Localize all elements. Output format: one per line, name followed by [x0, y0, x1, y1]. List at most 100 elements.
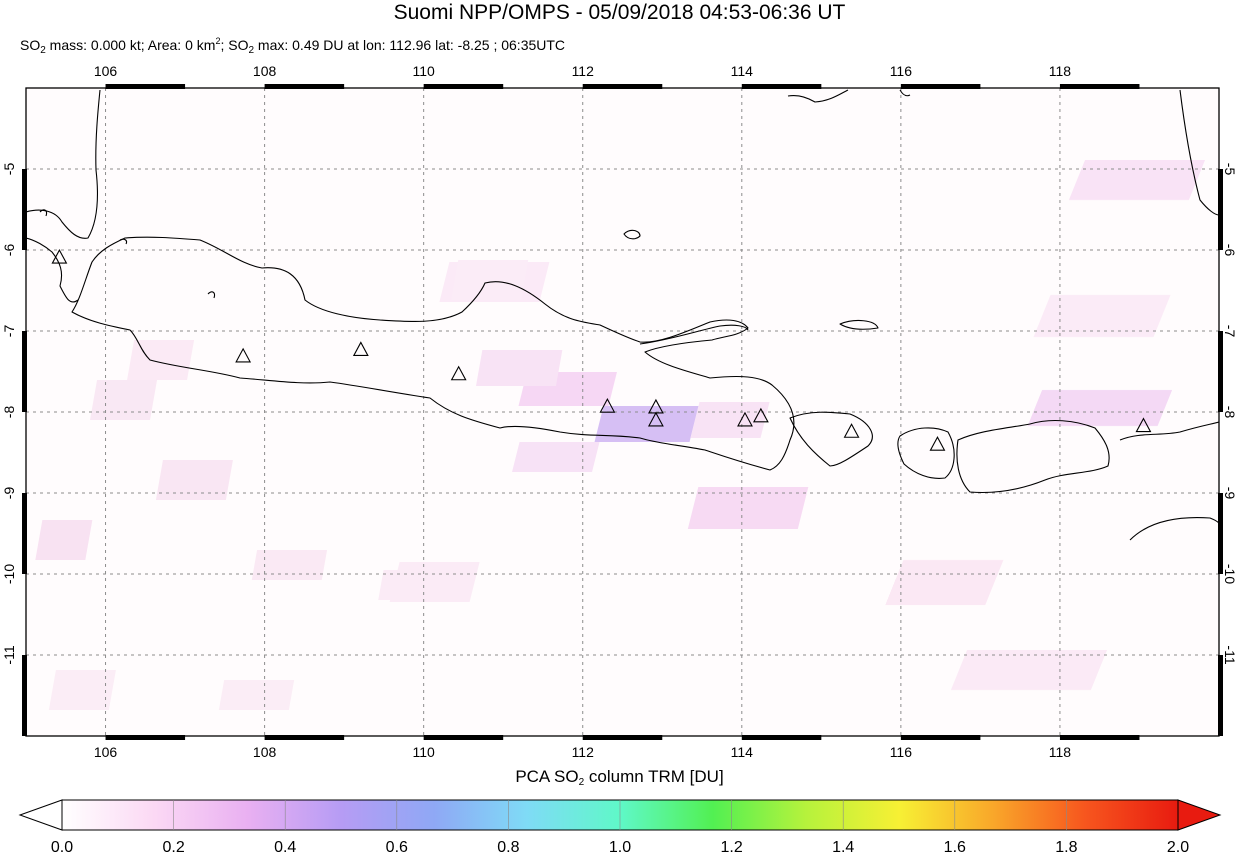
- lat-tick-label-right: -9: [1222, 487, 1238, 500]
- lat-tick-label-left: -10: [1, 564, 17, 584]
- colorbar-tick-label: 0.8: [497, 839, 519, 855]
- lon-tick-label-top: 110: [413, 63, 436, 79]
- lat-tick-label-right: -10: [1222, 564, 1238, 584]
- frame-bar-bottom: [900, 735, 981, 740]
- frame-bar-right: [1218, 331, 1223, 412]
- colorbar-tick-label: 1.8: [1055, 839, 1077, 855]
- colorbar-tick-label: 0.0: [51, 839, 73, 855]
- lon-tick-label-bottom: 110: [413, 744, 436, 760]
- so2-east-cells: [885, 160, 1206, 690]
- lon-tick-label-top: 106: [94, 63, 118, 79]
- frame-bar-top: [900, 84, 981, 89]
- colorbar-tick-label: 0.6: [386, 839, 408, 855]
- lon-tick-label-bottom: 118: [1049, 744, 1072, 760]
- karimunjawa-islands: [207, 291, 216, 299]
- colorbar-label-post: column TRM [DU]: [584, 767, 724, 786]
- area-superscript: 2: [215, 36, 221, 46]
- lon-tick-label-top: 108: [253, 63, 277, 79]
- frame-bar-top: [264, 84, 345, 89]
- colorbar-tick-label: 1.2: [720, 839, 742, 855]
- lat-tick-label-left: -7: [1, 325, 17, 338]
- frame-bar-bottom: [264, 735, 345, 740]
- lon-tick-label-top: 112: [572, 63, 595, 79]
- sumatra-tip: [26, 237, 79, 303]
- lat-tick-label-right: -5: [1222, 163, 1238, 176]
- volcano-icon: [450, 365, 467, 381]
- frame-bar-top: [105, 84, 186, 89]
- lon-tick-label-bottom: 106: [94, 744, 118, 760]
- frame-bar-bottom: [741, 735, 822, 740]
- so2-west-cells: [35, 260, 563, 710]
- frame-bar-bottom: [1059, 735, 1140, 740]
- colorbar-tick-label: 0.4: [274, 839, 296, 855]
- lon-tick-label-top: 116: [890, 63, 913, 79]
- graticule: [26, 88, 1219, 736]
- volcano-icon: [235, 347, 252, 363]
- frame-bar-left: [22, 331, 27, 412]
- colorbar-tick-label: 2.0: [1167, 839, 1189, 855]
- colorbar: 0.0 0.2 0.4 0.6 0.8 1.0 1.2 1.4 1.6 1.8 2.0: [18, 799, 1222, 855]
- kangean-islands: [839, 319, 879, 330]
- volcano-icon: [647, 411, 664, 427]
- volcano-icon: [843, 423, 860, 438]
- lon-tick-label-bottom: 114: [731, 744, 754, 760]
- volcano-markers: [51, 248, 1152, 451]
- colorbar-label-sub: 2: [578, 777, 585, 788]
- lat-tick-label-left: -6: [1, 244, 17, 257]
- lat-tick-label-left: -5: [1, 163, 17, 176]
- colorbar-tick-label: 1.6: [944, 839, 966, 855]
- lat-tick-labels-left: -5 -6 -7 -8 -9 -10 -11: [1, 163, 17, 665]
- java-coast: [71, 236, 795, 471]
- lat-tick-label-right: -7: [1222, 325, 1238, 338]
- volcano-icon: [51, 248, 68, 264]
- mass-label: SO: [20, 37, 41, 53]
- colorbar-tick-label: 1.4: [832, 839, 854, 855]
- kalimantan-coast: [787, 89, 911, 103]
- lat-tick-labels-right: -5 -6 -7 -8 -9 -10 -11: [1222, 163, 1238, 665]
- frame-bar-bottom: [423, 735, 504, 740]
- colorbar-left-arrow: [18, 799, 63, 831]
- frame-bar-top: [582, 84, 663, 89]
- frame-bar-right: [1218, 655, 1223, 736]
- sumba-coast: [1129, 517, 1219, 541]
- colorbar-right-arrow: [1177, 799, 1222, 831]
- frame-bar-right: [1218, 169, 1223, 250]
- map-title: Suomi NPP/OMPS - 05/09/2018 04:53-06:36 …: [393, 1, 846, 24]
- lon-tick-label-bottom: 112: [572, 744, 595, 760]
- volcano-icon: [599, 397, 616, 413]
- colorbar-tick-label: 0.2: [162, 839, 184, 855]
- flores-coast: [1119, 421, 1219, 441]
- frame-bar-top: [423, 84, 504, 89]
- max-subscript: 2: [248, 45, 255, 56]
- lat-tick-label-left: -11: [1, 645, 17, 664]
- lon-tick-labels-bottom: 106 108 110 112 114 116 118: [94, 744, 1071, 760]
- mass-subscript: 2: [40, 45, 46, 56]
- sulawesi-coast: [1179, 89, 1219, 216]
- frame-bar-bottom: [105, 735, 186, 740]
- colorbar-tick-label: 1.0: [609, 839, 631, 855]
- lat-tick-label-right: -6: [1222, 244, 1238, 257]
- frame-bar-top: [741, 84, 822, 89]
- frame-bar-left: [22, 493, 27, 574]
- colorbar-label: PCA SO2 column TRM [DU]: [0, 767, 1239, 788]
- frame-bar-left: [22, 655, 27, 736]
- lat-tick-label-right: -8: [1222, 406, 1238, 419]
- frame-bar-left: [22, 169, 27, 250]
- sumatra-coast: [26, 89, 101, 239]
- coastlines: [26, 89, 1219, 541]
- volcano-icon: [929, 436, 946, 451]
- bali-coast: [789, 411, 873, 467]
- lon-tick-label-top: 114: [731, 63, 754, 79]
- lombok-coast: [897, 427, 955, 479]
- so2-swath-pixels: [35, 160, 1206, 710]
- frame-bar-top: [1059, 84, 1140, 89]
- so2-summary-line: SO2 mass: 0.000 kt; Area: 0 km2; SO2 max…: [20, 36, 565, 56]
- lat-tick-label-right: -11: [1222, 645, 1238, 664]
- map-frame-bars: [22, 84, 1223, 740]
- lat-tick-label-left: -9: [1, 487, 17, 500]
- sumbawa-coast: [956, 420, 1110, 493]
- frame-bar-bottom: [582, 735, 663, 740]
- bawean-island: [623, 229, 641, 240]
- lat-tick-label-left: -8: [1, 406, 17, 419]
